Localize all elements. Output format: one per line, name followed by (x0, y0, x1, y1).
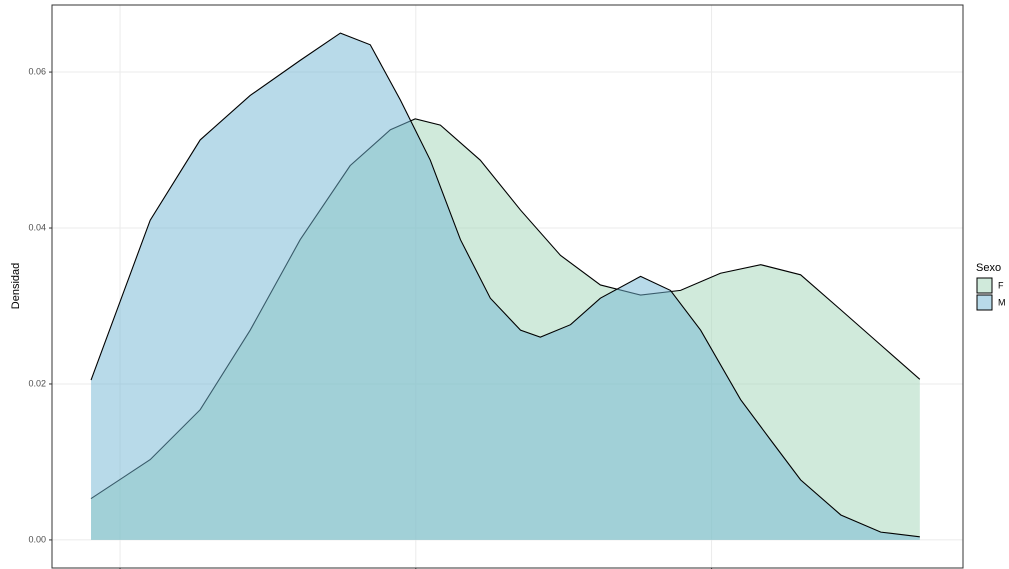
legend-key (976, 277, 993, 294)
panel-border (51, 4, 964, 569)
density-area (91, 33, 920, 540)
density-line (90, 32, 920, 538)
legend-label: F (998, 280, 1004, 290)
y-tick-label: 0.06 (28, 66, 46, 76)
y-tick-label: 0.02 (28, 378, 46, 388)
legend-key (976, 294, 993, 311)
y-tick-label: 0.00 (28, 534, 46, 544)
y-axis-label: Densidad (10, 263, 22, 309)
y-tick-label: 0.04 (28, 222, 46, 232)
legend-title: Sexo (976, 262, 1001, 274)
legend-label: M (998, 297, 1006, 307)
